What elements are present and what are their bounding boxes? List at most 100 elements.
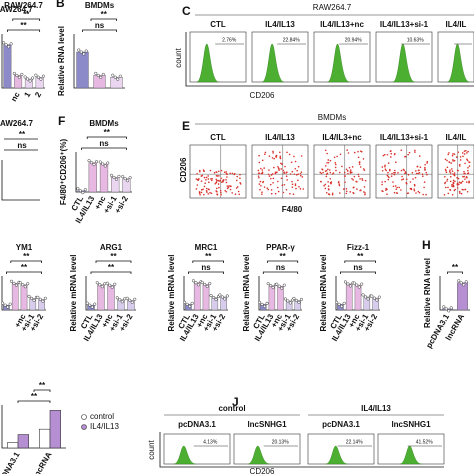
event-dot — [384, 180, 386, 183]
event-dot — [277, 190, 280, 193]
event-dot — [217, 183, 220, 185]
event-dot — [452, 179, 455, 182]
event-dot — [338, 192, 341, 194]
event-dot — [319, 180, 322, 183]
event-dot — [402, 178, 405, 180]
event-dot — [338, 171, 341, 174]
event-dot — [284, 165, 286, 168]
dot — [357, 285, 361, 289]
event-dot — [387, 175, 390, 178]
event-dot — [348, 166, 351, 169]
event-dot — [453, 153, 456, 155]
event-dot — [209, 191, 211, 194]
event-dot — [450, 162, 453, 164]
event-dot — [451, 170, 454, 172]
dot — [263, 304, 267, 308]
event-dot — [218, 180, 220, 182]
event-dot — [426, 162, 428, 164]
event-dot — [425, 193, 427, 196]
event-dot — [326, 152, 328, 155]
event-dot — [384, 168, 387, 171]
histogram-peak — [327, 43, 350, 83]
event-dot — [351, 171, 353, 174]
event-dot — [415, 192, 417, 194]
event-dot — [280, 168, 283, 170]
dot — [114, 177, 118, 181]
event-dot — [207, 178, 210, 180]
sig-label: ** — [23, 10, 30, 19]
event-dot — [396, 192, 399, 195]
event-dot — [449, 169, 451, 171]
event-dot — [285, 172, 287, 174]
event-dot — [381, 183, 383, 186]
event-dot — [272, 181, 274, 184]
event-dot — [414, 176, 417, 179]
event-dot — [323, 184, 325, 187]
group-label: IL4/IL13 — [361, 404, 391, 413]
dot — [223, 297, 227, 301]
event-dot — [355, 180, 357, 183]
event-dot — [225, 190, 228, 193]
event-dot — [417, 190, 420, 193]
event-dot — [220, 177, 222, 180]
event-dot — [271, 173, 274, 175]
event-dot — [216, 175, 219, 177]
event-dot — [279, 157, 282, 160]
event-dot — [404, 172, 407, 175]
event-dot — [466, 158, 468, 161]
dot — [294, 298, 299, 302]
event-dot — [358, 161, 361, 163]
sig-label: ns — [17, 141, 27, 150]
dot — [12, 281, 16, 285]
event-dot — [279, 151, 281, 154]
event-dot — [216, 191, 218, 193]
event-dot — [347, 172, 349, 175]
event-dot — [298, 185, 300, 188]
sig-label: ** — [205, 252, 212, 261]
event-dot — [196, 173, 198, 175]
event-dot — [417, 169, 420, 172]
panel-title: BMDMs — [85, 1, 115, 10]
sig-label: ** — [357, 252, 364, 261]
category-label: lncRNA — [31, 450, 53, 474]
dot — [41, 74, 45, 78]
dot — [117, 174, 121, 178]
event-dot — [272, 150, 274, 153]
dot — [28, 79, 32, 83]
column-header: pcDNA3.1 — [178, 420, 216, 429]
event-dot — [413, 189, 416, 192]
event-dot — [462, 175, 464, 178]
histogram-peak — [247, 445, 270, 465]
axis — [159, 432, 444, 468]
event-dot — [205, 179, 207, 181]
sig-bracket — [90, 18, 117, 21]
event-dot — [283, 183, 286, 186]
plot-frame — [375, 144, 433, 199]
dot — [118, 298, 122, 302]
event-dot — [198, 169, 201, 172]
event-dot — [468, 165, 471, 167]
event-dot — [459, 192, 461, 194]
dot — [265, 301, 269, 305]
sig-bracket — [6, 271, 42, 274]
event-dot — [407, 153, 409, 156]
event-dot — [463, 175, 466, 178]
dot — [288, 301, 292, 305]
event-dot — [364, 179, 367, 182]
event-dot — [266, 187, 269, 190]
column-header: lncSNHG1 — [247, 420, 287, 429]
dot — [7, 45, 11, 49]
event-dot — [463, 150, 466, 152]
event-dot — [336, 155, 338, 158]
dot — [34, 73, 38, 77]
histogram-peak — [447, 43, 470, 83]
dot — [94, 71, 98, 75]
panel-letter: H — [422, 238, 431, 252]
bar — [76, 51, 89, 89]
event-dot — [207, 193, 210, 195]
event-dot — [272, 177, 275, 180]
panel-title: RAW264.7 — [313, 3, 352, 12]
event-dot — [446, 159, 448, 162]
event-dot — [229, 188, 232, 191]
